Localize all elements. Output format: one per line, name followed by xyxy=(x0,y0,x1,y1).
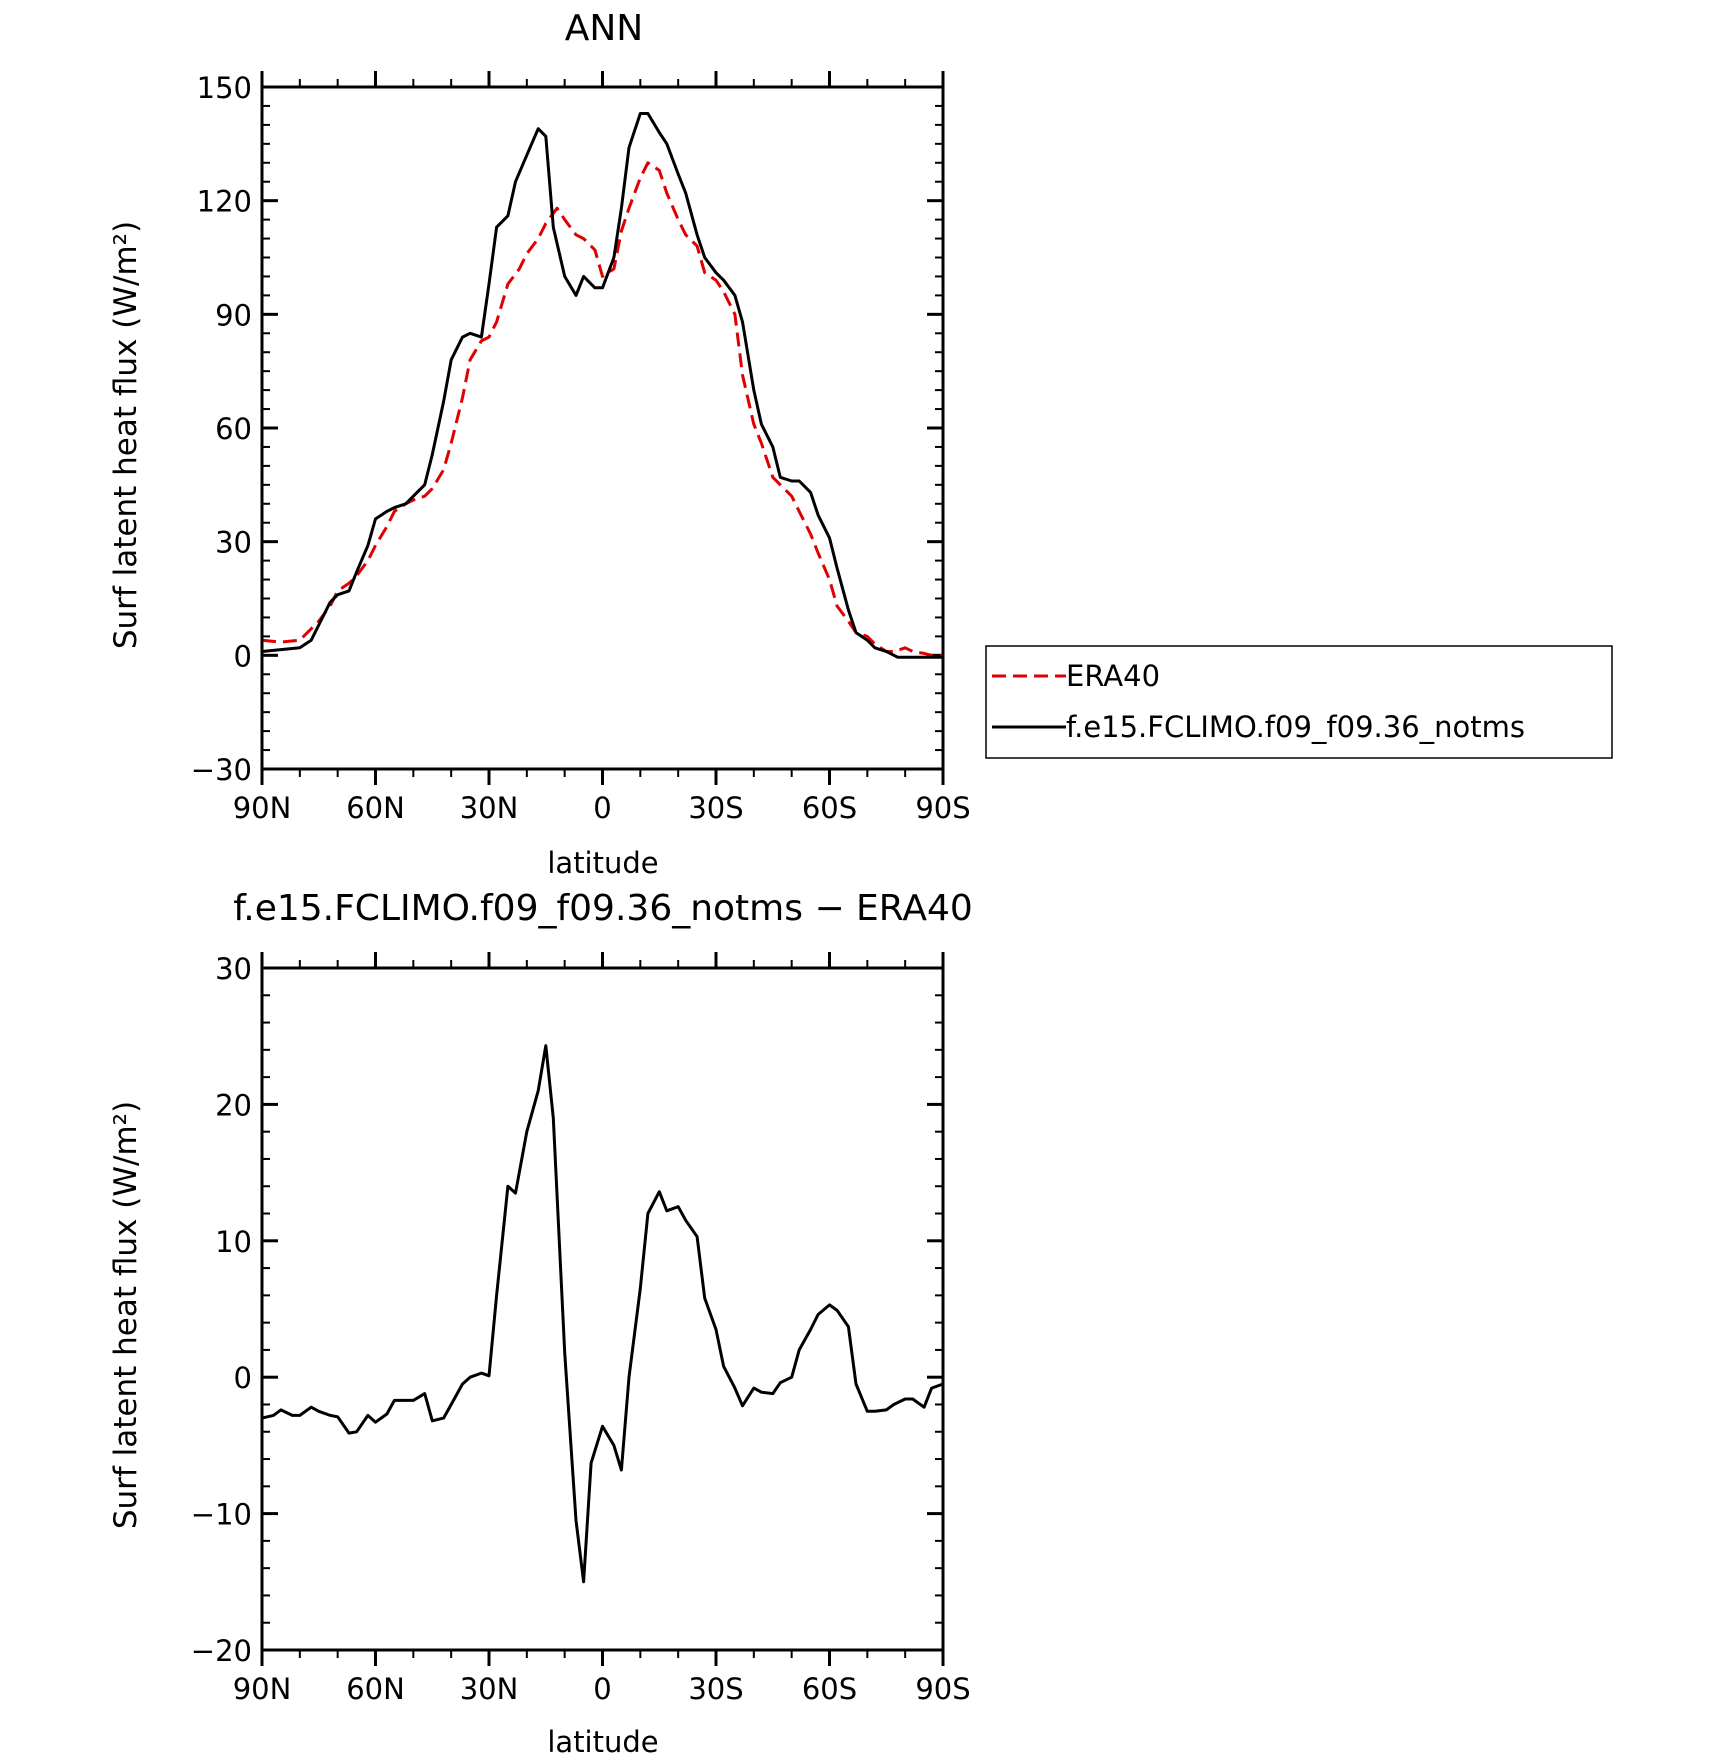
legend: ERA40 f.e15.FCLIMO.f09_f09.36_notms xyxy=(985,645,1613,759)
bottom-series-line-1 xyxy=(261,1044,944,1584)
top-plot-area: −30 0 30 60 90 120 150 90N 60N 30N 0 30S 60S 90S xyxy=(191,71,971,825)
top-y-tick-label: 30 xyxy=(215,526,252,560)
bottom-chart-title: f.e15.FCLIMO.f09_f09.36_notms − ERA40 xyxy=(233,888,973,929)
top-x-tick-label: 0 xyxy=(593,791,611,825)
top-y-tick-label: 0 xyxy=(234,639,252,673)
bottom-y-axis-label: Surf latent heat flux (W/m²) xyxy=(108,1101,144,1529)
top-y-axis-label: Surf latent heat flux (W/m²) xyxy=(108,221,144,649)
bottom-x-tick-label: 0 xyxy=(593,1672,611,1706)
bottom-plot-frame xyxy=(260,966,945,1652)
top-x-tick-label: 30S xyxy=(688,791,743,825)
top-x-tick-label: 60S xyxy=(802,791,857,825)
top-y-tick-label: −30 xyxy=(191,753,252,787)
bottom-x-axis-label: latitude xyxy=(547,1725,658,1756)
bottom-y-tick-label: 30 xyxy=(215,952,252,986)
bottom-x-tick-label: 90S xyxy=(915,1672,970,1706)
top-x-tick-label: 90N xyxy=(233,791,292,825)
top-x-tick-label: 60N xyxy=(346,791,405,825)
top-y-tick-label: 60 xyxy=(215,412,252,446)
bottom-x-tick-label: 90N xyxy=(233,1672,292,1706)
bottom-y-tick-label: 20 xyxy=(215,1088,252,1122)
bottom-x-tick-label: 30N xyxy=(460,1672,519,1706)
top-x-tick-label: 90S xyxy=(915,791,970,825)
bottom-x-tick-label: 30S xyxy=(688,1672,743,1706)
bottom-y-tick-label: −20 xyxy=(191,1634,252,1668)
legend-label-model: f.e15.FCLIMO.f09_f09.36_notms xyxy=(1066,710,1525,744)
top-series-line-1 xyxy=(261,161,943,657)
bottom-panel: f.e15.FCLIMO.f09_f09.36_notms − ERA40 Su… xyxy=(108,888,973,1756)
top-plot-frame xyxy=(260,85,945,771)
top-y-tick-label: 120 xyxy=(197,185,252,219)
bottom-x-tick-label: 60S xyxy=(802,1672,857,1706)
top-x-axis-label: latitude xyxy=(547,846,658,880)
bottom-y-tick-label: 0 xyxy=(234,1361,252,1395)
bottom-y-tick-label: −10 xyxy=(191,1498,252,1532)
top-chart-title: ANN xyxy=(565,8,644,49)
bottom-y-tick-label: 10 xyxy=(215,1225,252,1259)
top-y-tick-label: 90 xyxy=(215,298,252,332)
top-x-tick-label: 30N xyxy=(460,791,519,825)
top-series-line-2 xyxy=(261,112,943,659)
legend-label-era40: ERA40 xyxy=(1066,659,1160,693)
legend-box xyxy=(985,645,1613,759)
bottom-x-tick-label: 60N xyxy=(346,1672,405,1706)
top-panel: ANN Surf latent heat flux (W/m²) latitud… xyxy=(108,8,971,880)
top-y-tick-label: 150 xyxy=(197,71,252,105)
bottom-plot-area: −20 −10 0 10 20 30 90N 60N 30N 0 30S 60S 90S xyxy=(191,952,971,1706)
